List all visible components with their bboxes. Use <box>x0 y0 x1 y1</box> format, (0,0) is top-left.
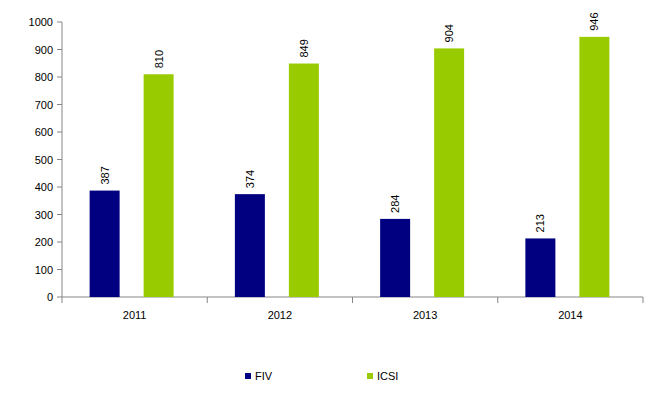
category-separator <box>643 297 644 303</box>
legend: FIV ICSI <box>245 370 398 382</box>
y-tick <box>57 22 62 23</box>
category-separator <box>207 297 208 303</box>
legend-label: FIV <box>255 370 273 382</box>
y-tick-label: 700 <box>35 99 53 111</box>
data-label: 904 <box>443 24 455 42</box>
category-separator <box>62 297 63 303</box>
legend-swatch <box>245 373 251 379</box>
category-separator <box>352 297 353 303</box>
y-tick-label: 300 <box>35 209 53 221</box>
legend-label: ICSI <box>377 370 398 382</box>
y-tick-label: 1000 <box>29 16 53 28</box>
bar <box>90 191 120 297</box>
y-tick <box>57 159 62 160</box>
x-tick-label: 2012 <box>268 309 292 321</box>
data-labels: 387 374 284 213 810 849 904 946 <box>99 12 601 232</box>
y-tick <box>57 269 62 270</box>
bar <box>525 238 555 297</box>
y-tick <box>57 214 62 215</box>
data-label: 284 <box>389 195 401 213</box>
data-label: 213 <box>534 214 546 232</box>
data-label: 374 <box>244 170 256 188</box>
legend-swatch <box>367 373 373 379</box>
bar <box>579 37 609 297</box>
y-tick-label: 500 <box>35 154 53 166</box>
bars <box>90 37 610 297</box>
bar <box>289 64 319 297</box>
x-tick-label: 2013 <box>413 309 437 321</box>
bar <box>380 219 410 297</box>
y-tick <box>57 297 62 298</box>
y-tick <box>57 77 62 78</box>
chart: 0 100 200 300 400 500 600 700 800 900 1000 2011 2012… <box>0 0 650 394</box>
y-tick-label: 100 <box>35 264 53 276</box>
y-tick-label: 0 <box>47 291 53 303</box>
data-label: 387 <box>99 166 111 184</box>
x-tick-label: 2014 <box>558 309 582 321</box>
y-tick <box>57 187 62 188</box>
data-label: 810 <box>153 50 165 68</box>
bar <box>235 194 265 297</box>
y-tick-label: 400 <box>35 181 53 193</box>
y-tick-label: 800 <box>35 71 53 83</box>
category-separator <box>497 297 498 303</box>
y-tick-label: 600 <box>35 126 53 138</box>
y-tick <box>57 49 62 50</box>
y-tick <box>57 132 62 133</box>
x-tick-label: 2011 <box>123 309 147 321</box>
y-tick <box>57 242 62 243</box>
y-tick-label: 200 <box>35 236 53 248</box>
data-label: 946 <box>588 12 600 30</box>
y-tick <box>57 104 62 105</box>
data-label: 849 <box>298 39 310 57</box>
bar <box>434 48 464 297</box>
bar <box>144 74 174 297</box>
y-tick-label: 900 <box>35 44 53 56</box>
